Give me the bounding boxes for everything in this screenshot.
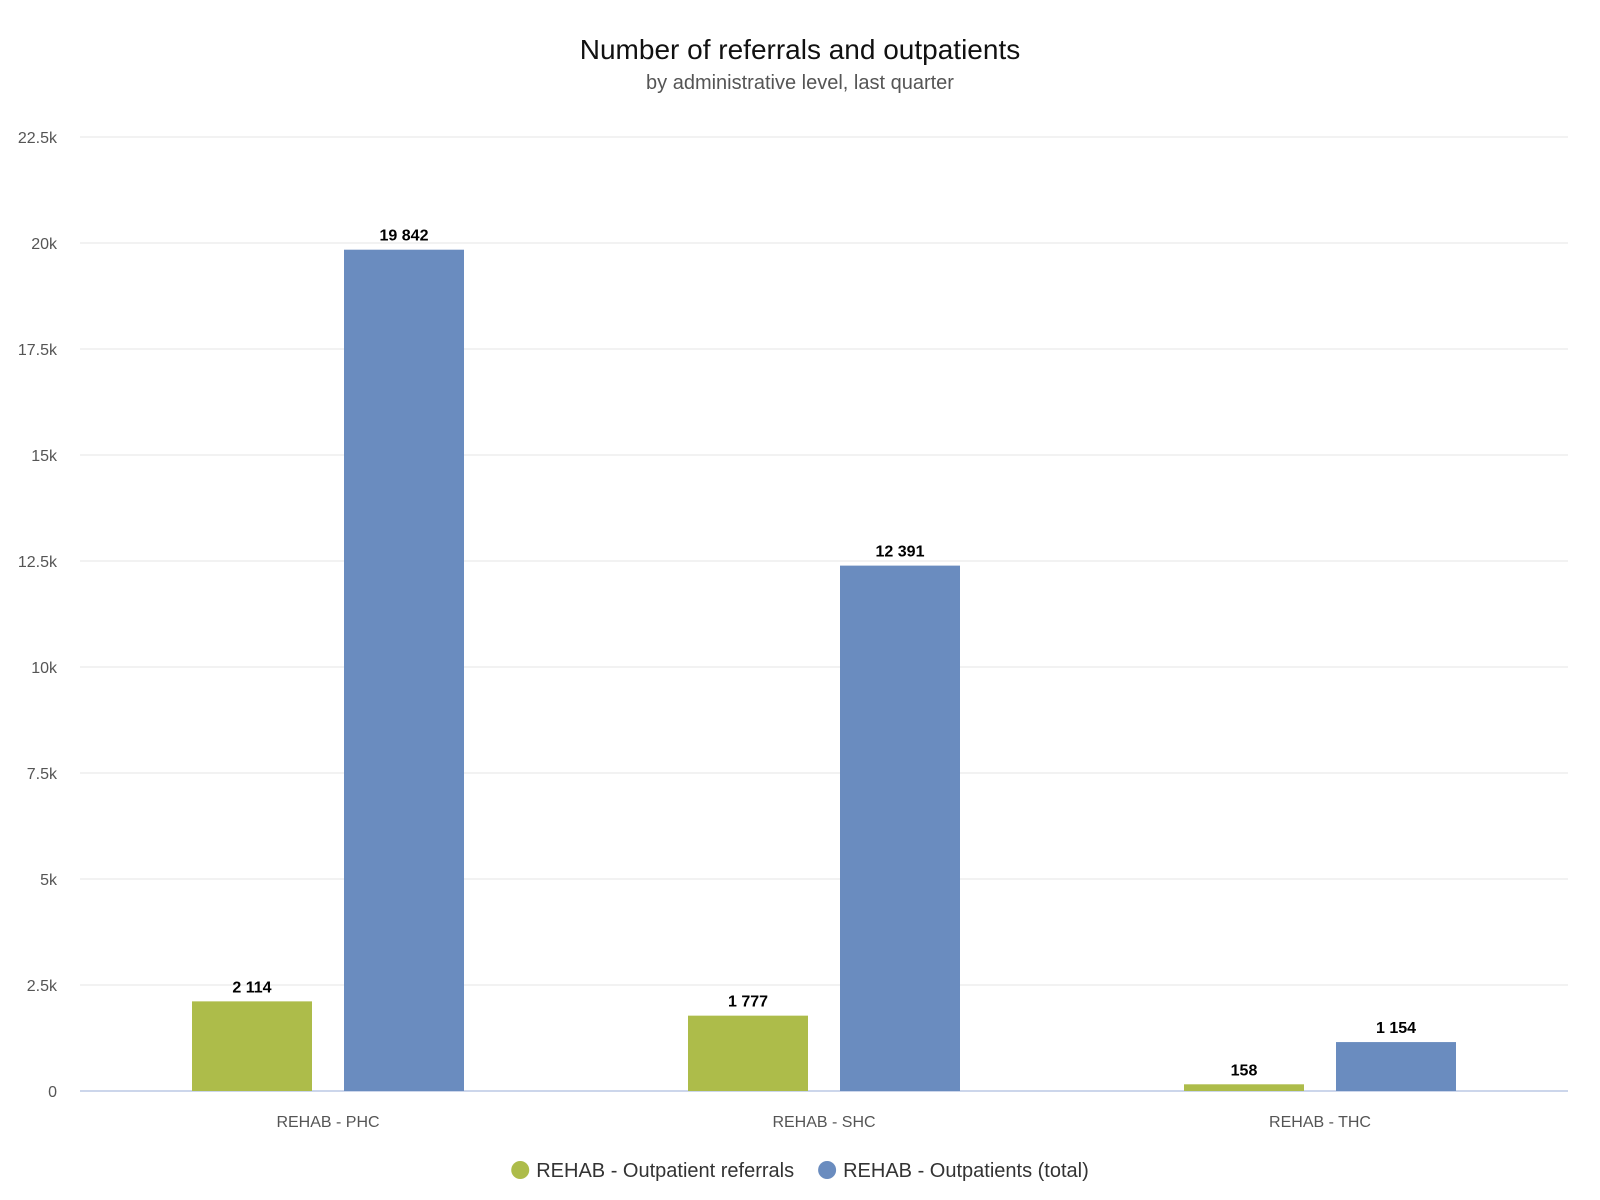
chart-title: Number of referrals and outpatients <box>580 34 1020 65</box>
bar-outpatients-1[interactable] <box>840 565 960 1091</box>
y-tick-label: 10k <box>31 660 58 677</box>
y-tick-label: 12.5k <box>18 554 58 571</box>
y-tick-label: 20k <box>31 236 58 253</box>
y-tick-label: 7.5k <box>27 766 58 783</box>
bar-outpatients-2[interactable] <box>1336 1042 1456 1091</box>
bar-referrals-1[interactable] <box>688 1015 808 1091</box>
data-label: 1 154 <box>1376 1020 1416 1037</box>
legend[interactable]: REHAB - Outpatient referrals REHAB - Outp… <box>511 1160 1089 1182</box>
legend-item-0[interactable]: REHAB - Outpatient referrals <box>511 1160 794 1182</box>
y-tick-label: 0 <box>48 1084 57 1101</box>
legend-item-1[interactable]: REHAB - Outpatients (total) <box>818 1160 1089 1182</box>
data-label: 1 777 <box>728 994 768 1011</box>
bar-referrals-2[interactable] <box>1184 1084 1304 1091</box>
legend-label: REHAB - Outpatient referrals <box>536 1160 794 1182</box>
x-axis-ticks: REHAB - PHC REHAB - SHC REHAB - THC <box>276 1114 1371 1131</box>
x-tick-label: REHAB - SHC <box>772 1114 875 1131</box>
chart-subtitle: by administrative level, last quarter <box>646 72 954 94</box>
bar-referrals-0[interactable] <box>192 1001 312 1091</box>
grid-lines <box>80 136 1568 1092</box>
legend-marker <box>511 1161 530 1179</box>
data-label: 19 842 <box>380 228 429 245</box>
y-axis-ticks: 0 2.5k 5k 7.5k 10k 12.5k 15k 17.5k 20k 22.5k <box>18 130 58 1101</box>
data-label: 12 391 <box>876 544 925 561</box>
x-tick-label: REHAB - PHC <box>276 1114 379 1131</box>
y-tick-label: 17.5k <box>18 342 58 359</box>
data-label: 158 <box>1231 1062 1258 1079</box>
bars <box>192 249 1456 1091</box>
y-tick-label: 2.5k <box>27 978 58 995</box>
y-tick-label: 22.5k <box>18 130 58 147</box>
x-tick-label: REHAB - THC <box>1269 1114 1371 1131</box>
y-tick-label: 5k <box>40 872 58 889</box>
data-label: 2 114 <box>232 979 271 996</box>
y-tick-label: 15k <box>31 448 58 465</box>
data-labels: 2 114 19 842 1 777 12 391 158 1 154 <box>232 228 1416 1080</box>
bar-outpatients-0[interactable] <box>344 249 464 1091</box>
legend-label: REHAB - Outpatients (total) <box>843 1160 1089 1182</box>
legend-marker <box>818 1161 837 1179</box>
